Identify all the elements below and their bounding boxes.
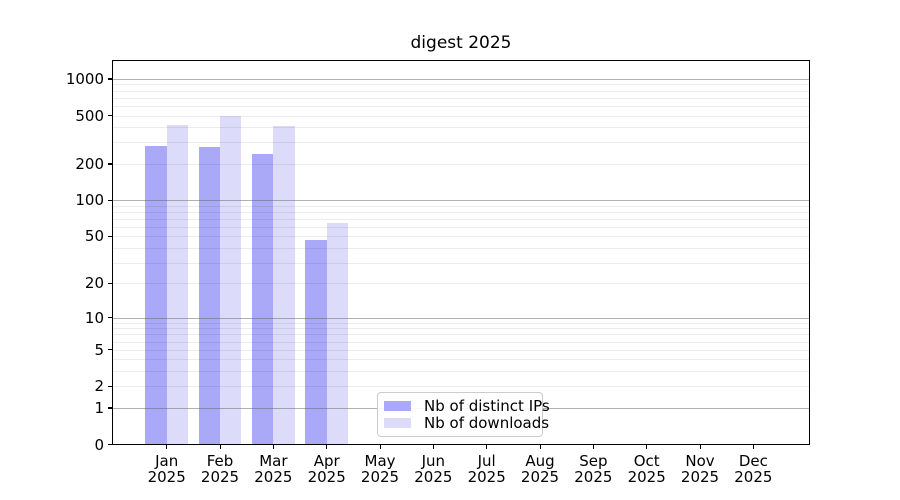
y-tick-label-10: 10 [84,308,104,327]
x-tick-aug [539,444,541,449]
y-tick-label-1: 1 [94,398,104,417]
legend-item-downloads: Nb of downloads [384,415,549,433]
x-tick-feb [219,444,221,449]
x-tick-year-sep: 2025 [574,467,613,486]
x-tick-year-jun: 2025 [414,467,453,486]
x-tick-year-oct: 2025 [627,467,666,486]
x-tick-month-apr: Apr [313,451,340,470]
legend-swatch-distinct-ips [384,400,411,411]
x-tick-label-nov: Nov 2025 [673,453,727,485]
x-tick-label-jun: Jun 2025 [406,453,460,485]
legend-label-distinct-ips: Nb of distinct IPs [424,396,550,415]
y-tick-label-20: 20 [84,274,104,293]
y-tick-label-200: 200 [75,154,104,173]
x-tick-mar [272,444,275,449]
x-tick-jul [486,444,488,449]
x-tick-apr [326,444,328,449]
x-tick-year-mar: 2025 [254,467,293,486]
x-tick-month-nov: Nov [685,451,715,470]
x-tick-month-aug: Aug [525,451,555,470]
chart-title: digest 2025 [410,33,512,53]
legend-item-distinct-ips: Nb of distinct IPs [384,397,550,415]
legend-swatch-downloads [384,418,411,429]
x-tick-month-sep: Sep [579,451,608,470]
x-tick-may [379,444,381,449]
x-tick-oct [646,444,648,449]
y-tick-label-0: 0 [94,435,104,454]
y-tick-label-100: 100 [75,191,104,210]
x-tick-jan [166,444,168,449]
x-tick-year-jan: 2025 [147,467,186,486]
x-tick-label-feb: Feb 2025 [193,453,247,485]
x-tick-year-aug: 2025 [520,467,560,486]
y-tick-label-5: 5 [94,340,104,359]
x-tick-label-jul: Jul 2025 [460,453,514,485]
x-tick-month-mar: Mar [259,451,288,470]
x-tick-dec [752,444,755,449]
x-tick-month-feb: Feb [206,451,234,470]
x-tick-month-jan: Jan [155,451,179,470]
y-tick-label-1000: 1000 [65,69,104,88]
x-tick-label-jan: Jan 2025 [140,453,194,485]
x-tick-month-dec: Dec [738,451,768,470]
x-tick-year-nov: 2025 [680,467,720,486]
x-tick-month-jul: Jul [477,451,496,470]
x-tick-label-apr: Apr 2025 [300,453,354,485]
x-tick-label-oct: Oct 2025 [620,453,674,485]
x-tick-jun [432,444,435,449]
x-tick-year-apr: 2025 [307,467,346,486]
x-tick-label-mar: Mar 2025 [246,453,300,485]
x-tick-nov [699,444,701,449]
x-tick-year-dec: 2025 [734,467,773,486]
y-tick-label-2: 2 [94,377,104,396]
x-tick-month-may: May [364,451,396,470]
x-tick-label-may: May 2025 [353,453,407,485]
x-tick-label-sep: Sep 2025 [566,453,620,485]
y-tick-label-50: 50 [84,227,104,246]
y-tick-label-500: 500 [75,106,104,125]
x-tick-year-may: 2025 [360,467,400,486]
x-tick-label-dec: Dec 2025 [726,453,780,485]
legend-label-downloads: Nb of downloads [424,414,550,433]
x-tick-year-feb: 2025 [200,467,240,486]
x-tick-month-oct: Oct [633,451,660,470]
x-tick-sep [592,444,595,449]
x-tick-year-jul: 2025 [467,467,506,486]
plot-frame [112,60,810,445]
x-tick-label-aug: Aug 2025 [513,453,567,485]
legend: Nb of distinct IPs Nb of downloads [377,392,550,437]
x-tick-month-jun: Jun [421,451,446,470]
